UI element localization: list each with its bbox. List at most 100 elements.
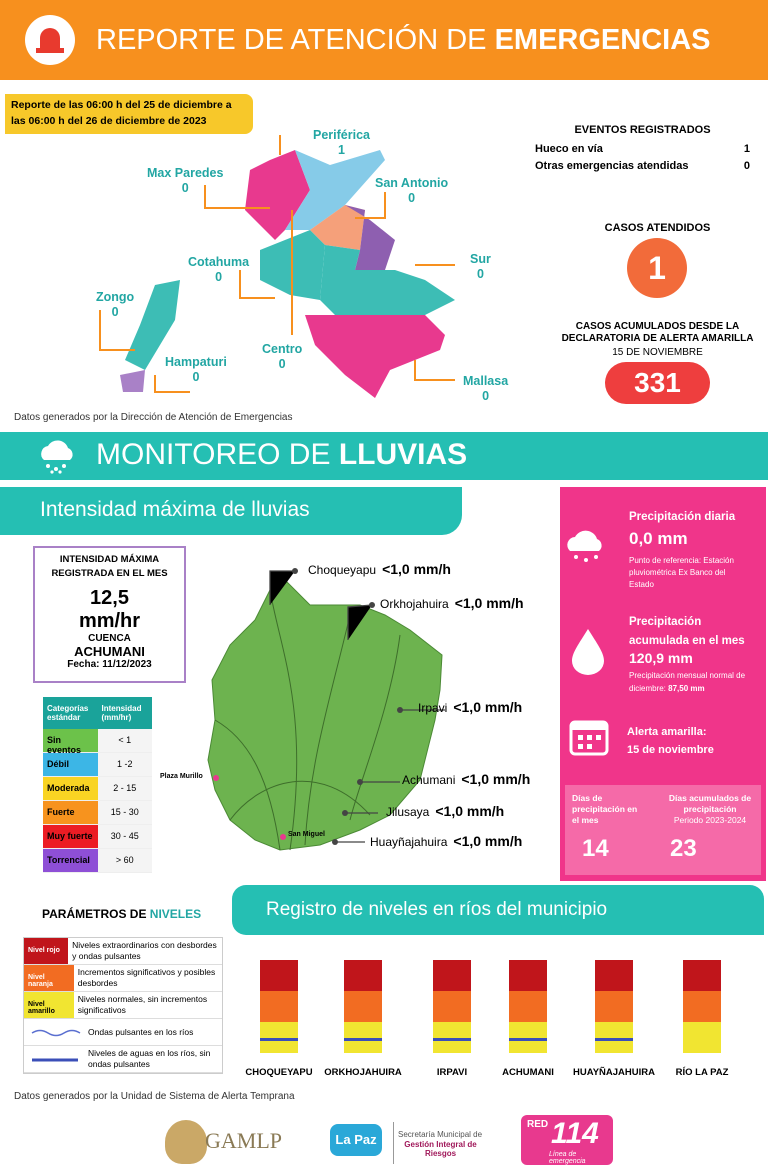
basin-name: Jilusaya [386, 805, 430, 819]
legend-swatch: Nivel amarillo [24, 992, 74, 1018]
basin-label: Achumani <1,0 mm/h [402, 771, 530, 787]
legend-row: Nivel naranja Incrementos significativos … [24, 965, 222, 992]
legend-swatch: Nivel rojo [24, 938, 69, 964]
gauge-orange [433, 991, 471, 1022]
table-row: Moderada 2 - 15 [43, 777, 152, 801]
days-value: 14 [582, 835, 609, 862]
gauge-yellow [509, 1022, 547, 1053]
daily-title: Precipitación diaria [629, 511, 736, 523]
month-title: Precipitación acumulada en el mes [629, 616, 745, 647]
district-name: Cotahuma [188, 255, 250, 269]
category-table: Categorías estándar Intensidad (mm/hr) Sin… [43, 697, 152, 873]
legend-text: Niveles normales, sin incrementos signif… [77, 994, 208, 1015]
gauge-red [595, 960, 633, 991]
lapaz-logo: La Paz [330, 1124, 382, 1156]
acc-title: Días acumulados de precipitación [668, 793, 752, 814]
gauge-level-line [260, 1038, 298, 1041]
cases-title: CASOS ATENDIDOS [604, 222, 711, 234]
category-cell: Torrencial [43, 849, 98, 872]
category-cell: Muy fuerte [43, 825, 98, 848]
events-title: EVENTOS REGISTRADOS [574, 124, 711, 136]
header-bar [0, 0, 768, 80]
daily-note: Punto de referencia: Estación pluviométr… [629, 556, 734, 589]
levels-title: PARÁMETROS DE NIVELES [42, 907, 202, 921]
table-row: Torrencial > 60 [43, 849, 152, 873]
table-header: Categorías estándar Intensidad (mm/hr) [43, 697, 152, 729]
daily-value: 0,0 mm [629, 529, 688, 548]
gauge-red [509, 960, 547, 991]
source-note: Datos generados por la Dirección de Aten… [14, 412, 293, 423]
district-name: San Antonio [375, 176, 449, 190]
alert-title: Alerta amarilla: [627, 726, 707, 738]
event-count: 1 [743, 143, 750, 155]
secretaria: Secretaría Municipal de [398, 1130, 483, 1139]
acc-value: 23 [670, 835, 697, 862]
event-row: Hueco en vía 1 [535, 143, 750, 155]
district-label: San Antonio 0 [375, 176, 448, 206]
category-cell: Débil [43, 753, 98, 776]
district-label: Sur 0 [470, 252, 491, 282]
legend-line [24, 1046, 84, 1072]
event-row: Otras emergencias atendidas 0 [535, 160, 750, 172]
gauge-level-line [433, 1038, 471, 1041]
legend-row: Nivel amarillo Niveles normales, sin incr… [24, 992, 222, 1019]
basin-label: Huayñajahuira <1,0 mm/h [370, 833, 522, 849]
levels-legend: Nivel rojo Niveles extraordinarios con de… [23, 937, 223, 1074]
gauge-orange [509, 991, 547, 1022]
gauge-level-line [344, 1038, 382, 1041]
alert-date: 15 de noviembre [627, 744, 714, 756]
gauge-red [344, 960, 382, 991]
river-gauge [344, 960, 382, 1053]
basin-value: <1,0 mm/h [453, 699, 523, 715]
range-cell: < 1 [97, 729, 152, 752]
event-name: Otras emergencias atendidas [535, 160, 689, 172]
range-cell: > 60 [97, 849, 152, 872]
district-value: 0 [476, 267, 484, 281]
table-header-cell: Intensidad (mm/hr) [101, 704, 142, 722]
district-label: Mallasa 0 [463, 374, 508, 404]
district-name: Periférica [313, 128, 370, 142]
range-cell: 1 -2 [97, 753, 152, 776]
rain-band [0, 432, 768, 480]
table-header-cell: Categorías estándar [47, 704, 89, 722]
basin-value: <1,0 mm/h [453, 833, 523, 849]
days-title: Días de precipitación en el mes [572, 793, 638, 825]
straight-line [32, 1058, 78, 1062]
basin-name: Orkhojahuira [380, 597, 449, 611]
category-cell: Fuerte [43, 801, 98, 824]
gamlp-shield [165, 1120, 207, 1164]
basin-value: <1,0 mm/h [382, 561, 451, 577]
siren-icon [25, 15, 75, 65]
cloud-icon [41, 440, 73, 474]
basin-name: Irpavi [418, 701, 448, 715]
district-label: Periférica 1 [313, 128, 370, 158]
rain-title: MONITOREO DE LLUVIAS [96, 438, 468, 471]
gauge-red [683, 960, 721, 991]
accumulated-value: 331 [605, 362, 710, 404]
days-box [565, 785, 761, 875]
max-title: INTENSIDAD MÁXIMA REGISTRADA EN EL MES [51, 554, 168, 579]
gauge-level-line [595, 1038, 633, 1041]
gauge-yellow [260, 1022, 298, 1053]
district-value: 1 [338, 143, 345, 157]
rain-cloud-icon [567, 530, 602, 562]
accumulated-title: CASOS ACUMULADOS DESDE LA DECLARATORIA D… [561, 321, 754, 344]
district-label: Zongo 0 [96, 290, 134, 320]
gauge-yellow [433, 1022, 471, 1053]
gauge-yellow [683, 1022, 721, 1053]
range-cell: 15 - 30 [97, 801, 152, 824]
basin-label: Orkhojahuira <1,0 mm/h [380, 595, 524, 611]
acc-period: Periodo 2023-2024 [673, 815, 747, 825]
basin-name: Huayñajahuira [370, 835, 448, 849]
category-cell: Moderada [43, 777, 98, 800]
wave [31, 1029, 81, 1037]
red114-logo: RED 114 Línea de emergencia [521, 1115, 613, 1165]
gauge-orange [344, 991, 382, 1022]
district-name: Hampaturi [165, 355, 227, 369]
table-row: Sin eventos < 1 [43, 729, 152, 755]
legend-text: Niveles de aguas en los ríos, sin ondas … [88, 1048, 211, 1069]
gamlp-logo: GAMLP [205, 1128, 283, 1153]
district-label: Hampaturi 0 [165, 355, 227, 385]
gauge-red [433, 960, 471, 991]
river-name: ORKHOJAHUIRA [324, 1067, 402, 1078]
